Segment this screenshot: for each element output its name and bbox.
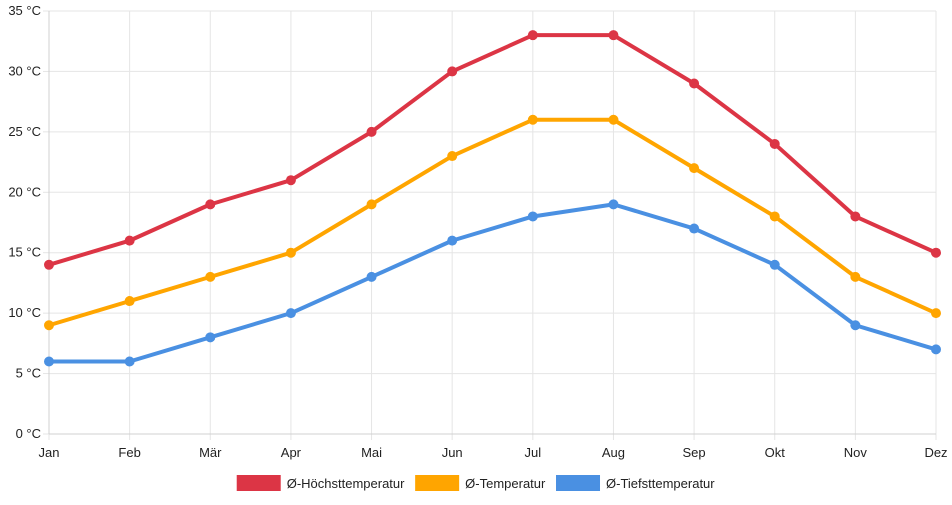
y-tick-label: 10 °C (8, 305, 41, 320)
data-point[interactable] (689, 223, 700, 234)
data-point[interactable] (527, 30, 538, 41)
x-tick-label: Jun (442, 445, 463, 460)
x-tick-label: Apr (281, 445, 302, 460)
series-line (47, 33, 938, 267)
x-tick-label: Aug (602, 445, 625, 460)
x-tick-label: Mai (361, 445, 382, 460)
x-tick-label: Nov (844, 445, 868, 460)
legend-item[interactable]: Ø-Temperatur (415, 475, 546, 491)
data-point[interactable] (527, 114, 538, 125)
data-point[interactable] (850, 320, 861, 331)
data-point[interactable] (205, 271, 216, 282)
data-point[interactable] (124, 356, 135, 367)
data-point[interactable] (608, 114, 619, 125)
data-point[interactable] (285, 247, 296, 258)
y-tick-label: 5 °C (16, 366, 41, 381)
data-point[interactable] (285, 175, 296, 186)
legend-item[interactable]: Ø-Höchsttemperatur (236, 475, 405, 491)
y-tick-label: 35 °C (8, 3, 41, 18)
data-point[interactable] (689, 78, 700, 89)
x-tick-label: Jan (39, 445, 60, 460)
x-tick-label: Okt (765, 445, 786, 460)
series-3 (44, 199, 941, 367)
data-point[interactable] (44, 320, 54, 331)
legend-item[interactable]: Ø-Tiefsttemperatur (556, 475, 715, 491)
data-point[interactable] (931, 247, 941, 258)
x-tick-label: Sep (683, 445, 706, 460)
data-point[interactable] (285, 308, 296, 319)
y-tick-label: 15 °C (8, 245, 41, 260)
data-point[interactable] (205, 199, 216, 210)
data-point[interactable] (527, 211, 538, 222)
series-layer (44, 30, 941, 367)
series-line (47, 117, 938, 328)
data-point[interactable] (205, 332, 216, 343)
data-point[interactable] (366, 199, 377, 210)
data-point[interactable] (44, 259, 54, 270)
data-point[interactable] (366, 271, 377, 282)
data-point[interactable] (931, 308, 941, 319)
legend-swatch (556, 475, 601, 491)
axis-layer: 0 °C 5 °C 10 °C 15 °C 20 °C 25 °C 30 °C 35 °C Ja… (8, 3, 947, 460)
y-tick-label: 25 °C (8, 124, 41, 139)
y-tick-label: 30 °C (8, 63, 41, 78)
data-point[interactable] (608, 30, 619, 41)
data-point[interactable] (769, 211, 780, 222)
data-point[interactable] (769, 138, 780, 149)
data-point[interactable] (931, 344, 941, 355)
data-point[interactable] (850, 271, 861, 282)
data-point[interactable] (124, 235, 135, 246)
data-point[interactable] (608, 199, 619, 210)
legend: Ø-Höchsttemperatur Ø-Temperatur Ø-Tiefstte… (236, 475, 715, 491)
x-tick-label: Jul (525, 445, 542, 460)
legend-label: Ø-Temperatur (465, 476, 546, 491)
series-line (47, 202, 938, 364)
data-point[interactable] (447, 66, 458, 77)
y-tick-label: 20 °C (8, 184, 41, 199)
data-point[interactable] (447, 151, 458, 162)
series-2 (44, 114, 941, 331)
data-point[interactable] (850, 211, 861, 222)
x-tick-label: Dez (924, 445, 947, 460)
data-point[interactable] (366, 126, 377, 137)
x-tick-label: Mär (199, 445, 222, 460)
y-tick-label: 0 °C (16, 426, 41, 441)
data-point[interactable] (44, 356, 54, 367)
data-point[interactable] (447, 235, 458, 246)
data-point[interactable] (124, 296, 135, 307)
data-point[interactable] (769, 259, 780, 270)
grid-layer (43, 10, 937, 440)
data-point[interactable] (689, 163, 700, 174)
x-tick-label: Feb (118, 445, 140, 460)
series-1 (44, 30, 941, 270)
legend-swatch (236, 475, 281, 491)
legend-label: Ø-Höchsttemperatur (287, 476, 405, 491)
legend-swatch (415, 475, 460, 491)
legend-label: Ø-Tiefsttemperatur (606, 476, 715, 491)
